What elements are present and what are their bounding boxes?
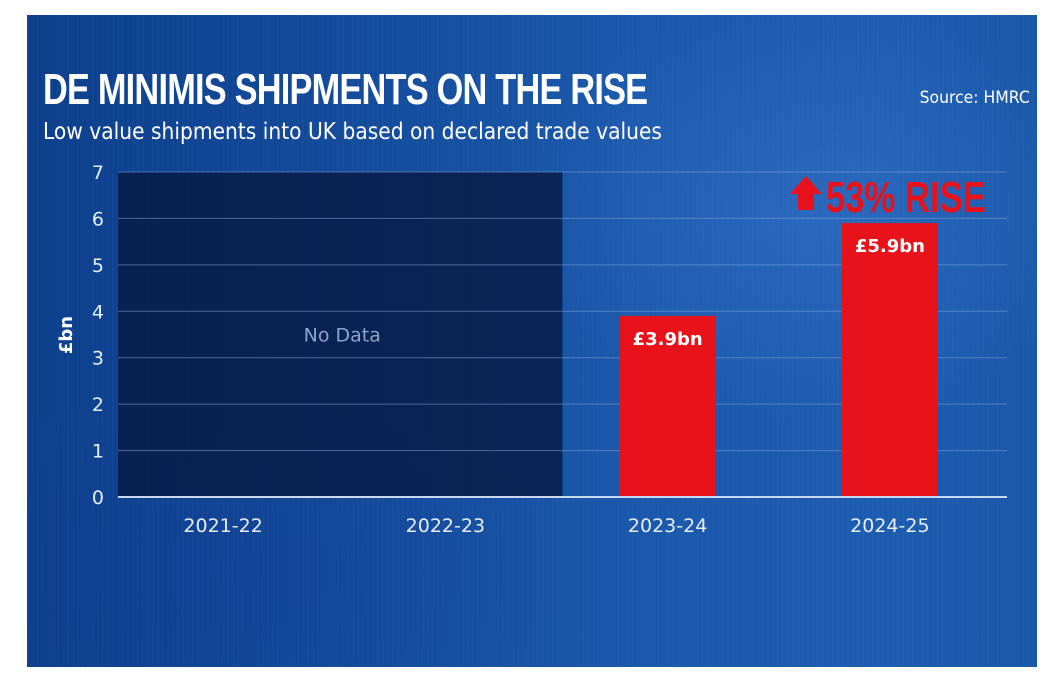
bar-2024-25 — [841, 223, 938, 498]
rise-annotation-text: 53% RISE — [826, 173, 986, 222]
x-tick-label: 2022-23 — [406, 515, 485, 537]
y-tick-label: 0 — [92, 487, 104, 509]
x-tick-label: 2023-24 — [628, 515, 707, 537]
no-data-region — [118, 172, 563, 497]
chart-subtitle: Low value shipments into UK based on dec… — [43, 119, 662, 145]
y-tick-label: 6 — [92, 208, 104, 230]
bar-2023-24 — [619, 315, 716, 497]
y-tick-label: 1 — [92, 441, 104, 463]
chart-title: DE MINIMIS SHIPMENTS ON THE RISE — [43, 65, 648, 114]
bar-value-label: £5.9bn — [855, 236, 925, 257]
y-axis-label: £bn — [56, 316, 77, 354]
x-tick-label: 2024-25 — [850, 515, 929, 537]
y-tick-label: 3 — [92, 348, 104, 370]
x-tick-label: 2021-22 — [183, 515, 262, 537]
y-tick-label: 7 — [92, 162, 104, 184]
arrow-up-icon — [789, 176, 822, 210]
bar-value-label: £3.9bn — [633, 329, 703, 350]
y-tick-label: 5 — [92, 255, 104, 277]
source-label: Source: HMRC — [919, 88, 1030, 108]
rise-annotation: 53% RISE — [789, 173, 986, 222]
y-tick-label: 2 — [92, 394, 104, 416]
no-data-label: No Data — [304, 325, 381, 347]
y-tick-label: 4 — [92, 301, 104, 323]
